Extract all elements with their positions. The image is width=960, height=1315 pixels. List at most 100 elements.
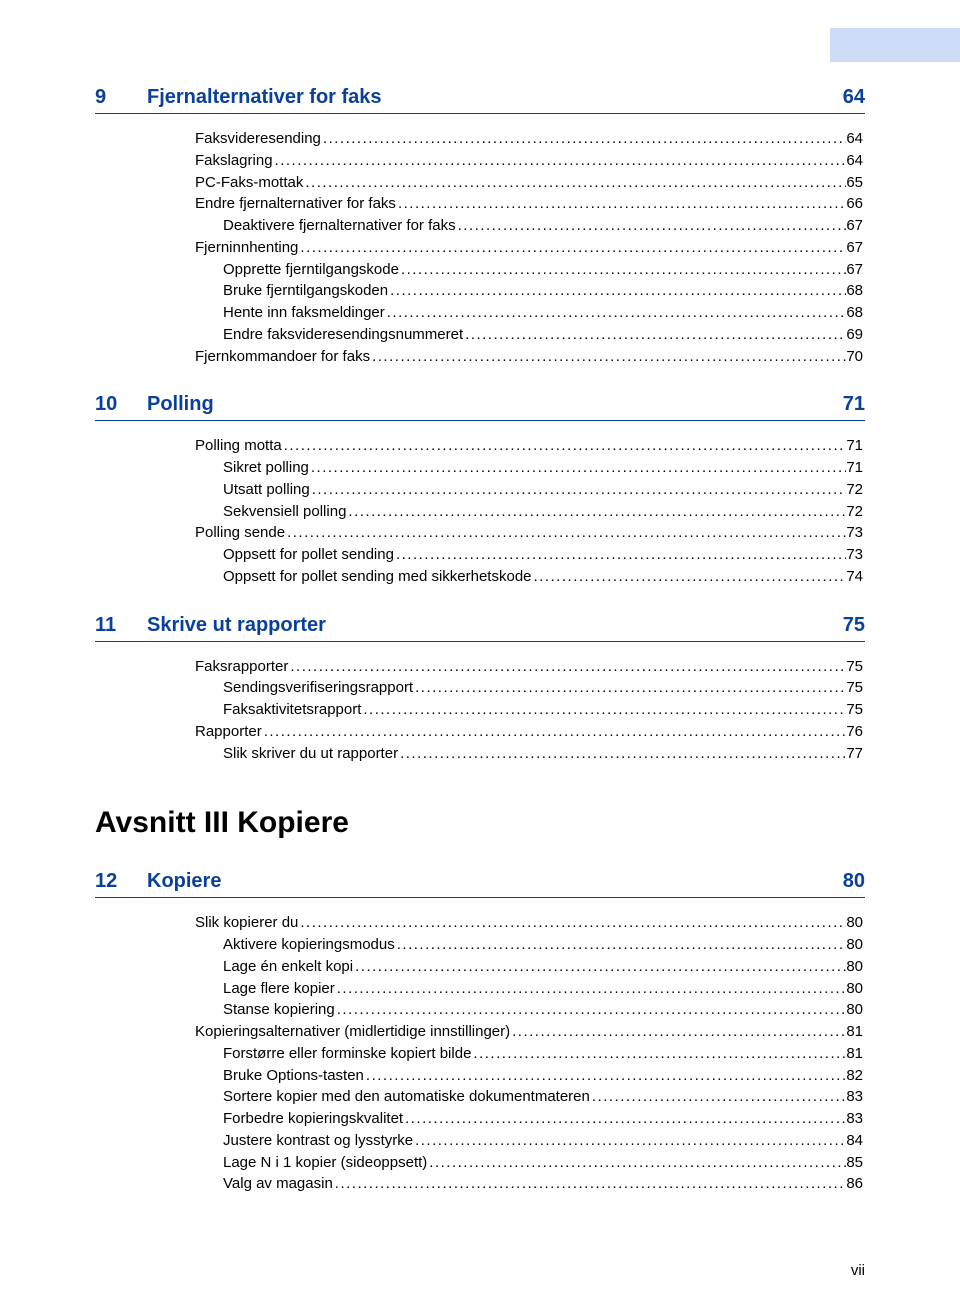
toc-entry[interactable]: Oppsett for pollet sending med sikkerhet… bbox=[195, 566, 863, 588]
toc-entry[interactable]: PC-Faks-mottak65 bbox=[195, 172, 863, 194]
toc-entry-label: Sortere kopier med den automatiske dokum… bbox=[223, 1086, 590, 1108]
toc-entry[interactable]: Faksvideresending64 bbox=[195, 128, 863, 150]
toc-leader bbox=[262, 721, 847, 743]
toc-entry[interactable]: Opprette fjerntilgangskode67 bbox=[195, 259, 863, 281]
toc-entry-label: Justere kontrast og lysstyrke bbox=[223, 1130, 413, 1152]
toc-entry[interactable]: Fjernkommandoer for faks70 bbox=[195, 346, 863, 368]
toc-entry[interactable]: Lage flere kopier80 bbox=[195, 978, 863, 1000]
toc-entry-label: Sikret polling bbox=[223, 457, 309, 479]
section-heading[interactable]: 12Kopiere80 bbox=[95, 870, 865, 898]
toc-entry[interactable]: Oppsett for pollet sending73 bbox=[195, 544, 863, 566]
toc-entry-page: 77 bbox=[846, 743, 863, 765]
section-title: Fjernalternativer for faks bbox=[147, 86, 843, 109]
toc-entry[interactable]: Endre fjernalternativer for faks66 bbox=[195, 193, 863, 215]
toc-entry[interactable]: Faksaktivitetsrapport75 bbox=[195, 699, 863, 721]
toc-entry-page: 76 bbox=[846, 721, 863, 743]
toc-entry[interactable]: Forbedre kopieringskvalitet83 bbox=[195, 1108, 863, 1130]
toc-entry-page: 73 bbox=[846, 522, 863, 544]
section-page: 71 bbox=[843, 393, 865, 416]
toc-leader bbox=[532, 566, 847, 588]
section-heading[interactable]: 10Polling71 bbox=[95, 393, 865, 421]
toc-entry[interactable]: Bruke fjerntilgangskoden68 bbox=[195, 280, 863, 302]
toc-leader bbox=[303, 172, 846, 194]
toc-leader bbox=[346, 501, 846, 523]
toc-leader bbox=[388, 280, 846, 302]
section-heading[interactable]: 11Skrive ut rapporter75 bbox=[95, 614, 865, 642]
toc-leader bbox=[333, 1173, 847, 1195]
toc-entry[interactable]: Sekvensiell polling 72 bbox=[195, 501, 863, 523]
toc-leader bbox=[471, 1043, 846, 1065]
toc-entry-page: 74 bbox=[846, 566, 863, 588]
toc-section: 11Skrive ut rapporter75 Faksrapporter75Se… bbox=[95, 614, 865, 765]
toc-entry[interactable]: Kopieringsalternativer (midlertidige inn… bbox=[195, 1021, 863, 1043]
toc-entry-label: Fjerninnhenting bbox=[195, 237, 298, 259]
toc-entry[interactable]: Lage N i 1 kopier (sideoppsett)85 bbox=[195, 1152, 863, 1174]
toc-entry[interactable]: Bruke Options-tasten82 bbox=[195, 1065, 863, 1087]
toc-leader bbox=[396, 193, 846, 215]
toc-entry[interactable]: Slik kopierer du 80 bbox=[195, 912, 863, 934]
toc-entry-label: Oppsett for pollet sending bbox=[223, 544, 394, 566]
toc-entry-label: Bruke fjerntilgangskoden bbox=[223, 280, 388, 302]
section-heading[interactable]: 9Fjernalternativer for faks64 bbox=[95, 86, 865, 114]
toc-entry[interactable]: Slik skriver du ut rapporter77 bbox=[195, 743, 863, 765]
toc-entry-page: 68 bbox=[846, 302, 863, 324]
toc-entry-page: 67 bbox=[846, 259, 863, 281]
toc-entry[interactable]: Rapporter76 bbox=[195, 721, 863, 743]
toc-entry-label: Aktivere kopieringsmodus bbox=[223, 934, 395, 956]
toc-entry-label: Faksrapporter bbox=[195, 656, 288, 678]
toc-leader bbox=[463, 324, 846, 346]
toc-entry[interactable]: Sikret polling71 bbox=[195, 457, 863, 479]
toc-leader bbox=[321, 128, 846, 150]
page-content: 9Fjernalternativer for faks64 Faksvideres… bbox=[0, 0, 960, 1195]
toc-entry[interactable]: Sendingsverifiseringsrapport75 bbox=[195, 677, 863, 699]
section-page: 64 bbox=[843, 86, 865, 109]
toc-entry-page: 80 bbox=[846, 912, 863, 934]
toc-leader bbox=[310, 479, 847, 501]
toc-leader bbox=[385, 302, 847, 324]
toc-leader bbox=[510, 1021, 846, 1043]
toc-leader bbox=[394, 544, 846, 566]
toc-entry-label: Slik kopierer du bbox=[195, 912, 298, 934]
toc-entry-page: 67 bbox=[846, 215, 863, 237]
toc-leader bbox=[427, 1152, 846, 1174]
toc-entry-label: Utsatt polling bbox=[223, 479, 310, 501]
toc-entry[interactable]: Sortere kopier med den automatiske dokum… bbox=[195, 1086, 863, 1108]
toc-entry-label: Forbedre kopieringskvalitet bbox=[223, 1108, 403, 1130]
section-number: 10 bbox=[95, 393, 147, 416]
toc-entry-label: Fakslagring bbox=[195, 150, 273, 172]
toc-entry-label: Bruke Options-tasten bbox=[223, 1065, 364, 1087]
toc-entry[interactable]: Polling sende73 bbox=[195, 522, 863, 544]
toc-leader bbox=[298, 912, 846, 934]
toc-entry[interactable]: Valg av magasin86 bbox=[195, 1173, 863, 1195]
toc-entries: Slik kopierer du80Aktivere kopieringsmod… bbox=[95, 912, 865, 1195]
toc-entry[interactable]: Hente inn faksmeldinger68 bbox=[195, 302, 863, 324]
toc-entry[interactable]: Fakslagring 64 bbox=[195, 150, 863, 172]
toc-entry-label: Deaktivere fjernalternativer for faks bbox=[223, 215, 456, 237]
part-title: Avsnitt III Kopiere bbox=[95, 806, 865, 840]
toc-entry[interactable]: Fjerninnhenting67 bbox=[195, 237, 863, 259]
toc-entry[interactable]: Deaktivere fjernalternativer for faks 67 bbox=[195, 215, 863, 237]
toc-entry-label: Lage N i 1 kopier (sideoppsett) bbox=[223, 1152, 427, 1174]
toc-entry[interactable]: Stanse kopiering80 bbox=[195, 999, 863, 1021]
toc-entry[interactable]: Forstørre eller forminske kopiert bilde8… bbox=[195, 1043, 863, 1065]
toc-entry-label: Kopieringsalternativer (midlertidige inn… bbox=[195, 1021, 510, 1043]
toc-entry-page: 66 bbox=[846, 193, 863, 215]
toc-entry-page: 64 bbox=[846, 150, 863, 172]
toc-entry-label: Endre faksvideresendingsnummeret bbox=[223, 324, 463, 346]
toc-entry[interactable]: Justere kontrast og lysstyrke84 bbox=[195, 1130, 863, 1152]
page-number: vii bbox=[851, 1262, 865, 1279]
toc-entry[interactable]: Lage én enkelt kopi80 bbox=[195, 956, 863, 978]
toc-entry-page: 65 bbox=[846, 172, 863, 194]
toc-entry[interactable]: Faksrapporter75 bbox=[195, 656, 863, 678]
toc-leader bbox=[282, 435, 847, 457]
toc-entry[interactable]: Utsatt polling72 bbox=[195, 479, 863, 501]
section-title: Kopiere bbox=[147, 870, 843, 893]
toc-entry-page: 83 bbox=[846, 1086, 863, 1108]
toc-entry-page: 72 bbox=[846, 501, 863, 523]
toc-entry[interactable]: Polling motta71 bbox=[195, 435, 863, 457]
toc-entry[interactable]: Endre faksvideresendingsnummeret69 bbox=[195, 324, 863, 346]
toc-leader bbox=[456, 215, 847, 237]
toc-entry-label: Polling motta bbox=[195, 435, 282, 457]
toc-entry[interactable]: Aktivere kopieringsmodus80 bbox=[195, 934, 863, 956]
toc-entry-label: Sekvensiell polling bbox=[223, 501, 346, 523]
